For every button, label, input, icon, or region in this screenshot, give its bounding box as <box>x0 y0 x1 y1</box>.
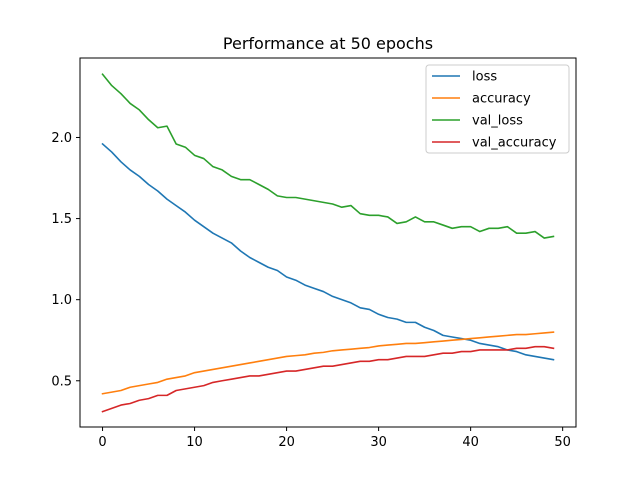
legend-box <box>425 64 570 154</box>
x-tick-label: 0 <box>98 435 106 450</box>
y-tick-label: 2.0 <box>51 131 72 146</box>
series-lines <box>101 73 555 413</box>
y-tick-label: 1.0 <box>51 293 72 308</box>
legend-label-loss: loss <box>472 70 497 85</box>
x-axis: 0 10 20 30 40 50 <box>98 427 571 450</box>
series-line-val-loss <box>101 73 555 239</box>
x-tick-label: 20 <box>278 435 295 450</box>
y-tick-label: 1.5 <box>51 212 72 227</box>
series-line-accuracy <box>101 331 555 395</box>
series-line-val-accuracy <box>101 345 555 413</box>
legend-label-val-loss: val_loss <box>472 114 523 129</box>
legend-label-accuracy: accuracy <box>472 92 531 107</box>
series-line-loss <box>101 142 555 361</box>
chart-title: Performance at 50 epochs <box>223 34 433 53</box>
x-tick-label: 10 <box>186 435 203 450</box>
x-tick-label: 50 <box>554 435 571 450</box>
plot-frame <box>79 57 577 428</box>
x-tick-label: 40 <box>462 435 479 450</box>
legend: loss accuracy val_loss val_accuracy <box>425 64 570 154</box>
y-axis: 0.5 1.0 1.5 2.0 <box>51 131 80 389</box>
legend-label-val-accuracy: val_accuracy <box>472 136 557 151</box>
y-tick-label: 0.5 <box>51 374 72 389</box>
x-tick-label: 30 <box>370 435 387 450</box>
